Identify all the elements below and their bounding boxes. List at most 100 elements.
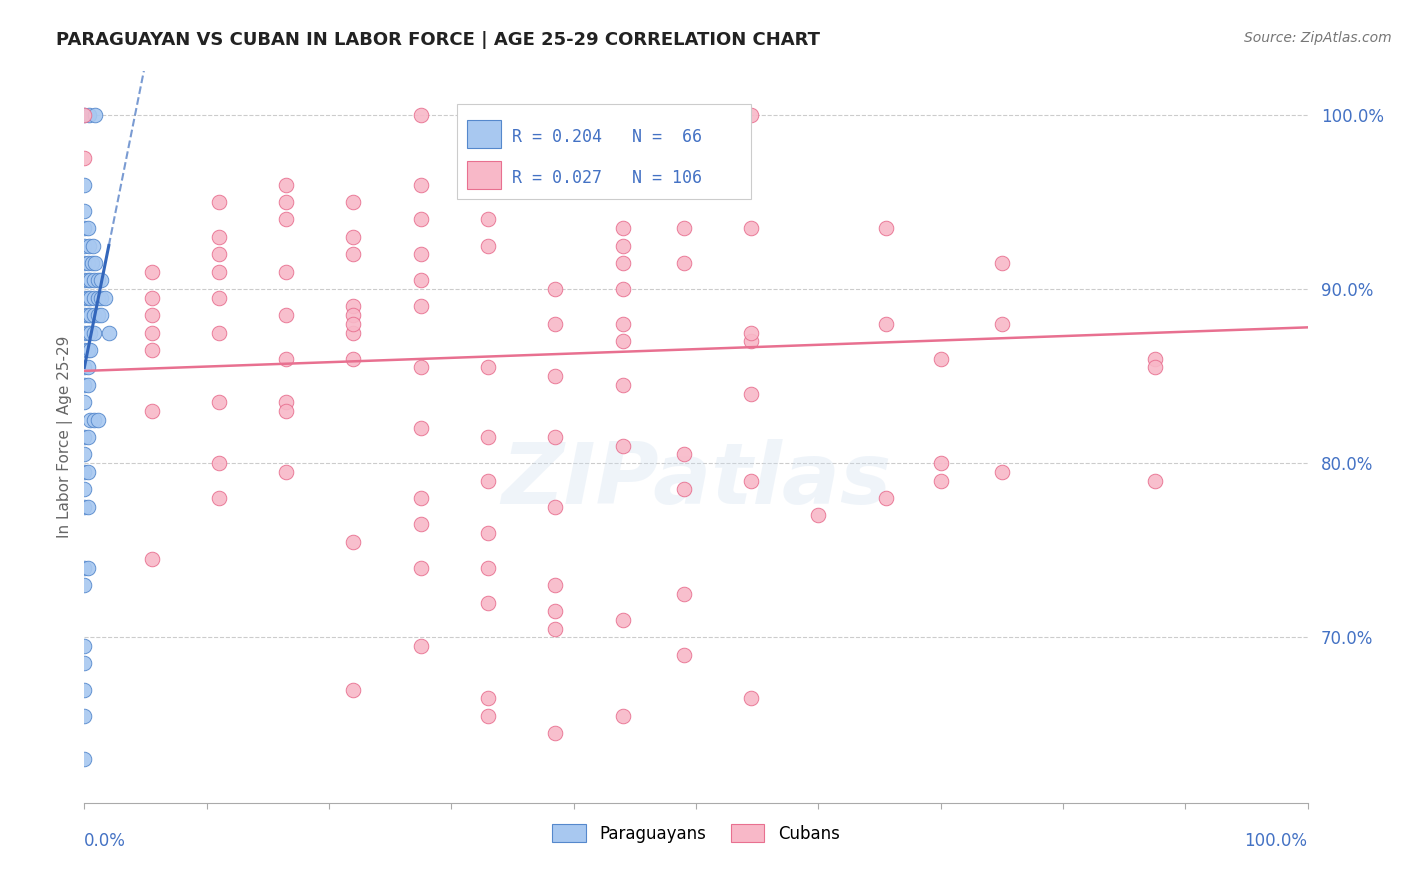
- Point: [73, 483, 96, 497]
- Point: [208, 326, 231, 340]
- Point: [77, 465, 100, 479]
- Point: [409, 491, 432, 505]
- Point: [672, 648, 695, 662]
- Point: [612, 317, 634, 331]
- Point: [276, 178, 298, 192]
- Point: [77, 256, 100, 270]
- Point: [208, 229, 231, 244]
- Point: [73, 326, 96, 340]
- Point: [208, 247, 231, 261]
- Point: [276, 194, 298, 209]
- Point: [73, 560, 96, 574]
- Point: [79, 273, 101, 287]
- Point: [77, 308, 100, 322]
- Point: [73, 291, 96, 305]
- Point: [409, 247, 432, 261]
- Point: [208, 265, 231, 279]
- Point: [409, 421, 432, 435]
- Point: [73, 343, 96, 357]
- Point: [991, 317, 1014, 331]
- Point: [342, 682, 364, 697]
- Point: [544, 282, 567, 296]
- Point: [929, 474, 952, 488]
- Point: [77, 430, 100, 444]
- Y-axis label: In Labor Force | Age 25-29: In Labor Force | Age 25-29: [58, 336, 73, 538]
- Text: R = 0.204   N =  66: R = 0.204 N = 66: [513, 128, 703, 145]
- Point: [141, 343, 163, 357]
- Point: [77, 343, 100, 357]
- Point: [409, 178, 432, 192]
- Point: [875, 317, 897, 331]
- Point: [73, 108, 96, 122]
- Point: [141, 404, 163, 418]
- Point: [477, 360, 499, 375]
- Point: [73, 256, 96, 270]
- Point: [672, 256, 695, 270]
- Point: [342, 247, 364, 261]
- Text: 0.0%: 0.0%: [84, 832, 127, 850]
- Point: [409, 212, 432, 227]
- Point: [82, 238, 104, 252]
- Point: [141, 552, 163, 566]
- Bar: [467, 161, 502, 189]
- Point: [87, 273, 110, 287]
- Point: [544, 430, 567, 444]
- Point: [672, 448, 695, 462]
- Point: [94, 291, 117, 305]
- Point: [73, 395, 96, 409]
- Point: [141, 265, 163, 279]
- Point: [477, 430, 499, 444]
- Point: [612, 439, 634, 453]
- Point: [77, 238, 100, 252]
- Point: [1143, 474, 1166, 488]
- Point: [1143, 360, 1166, 375]
- Point: [342, 229, 364, 244]
- Point: [477, 560, 499, 574]
- Point: [544, 317, 567, 331]
- Point: [79, 412, 101, 426]
- Point: [79, 343, 101, 357]
- Point: [208, 395, 231, 409]
- Point: [276, 465, 298, 479]
- Point: [875, 491, 897, 505]
- Point: [875, 221, 897, 235]
- Point: [73, 178, 96, 192]
- Point: [544, 622, 567, 636]
- Point: [612, 238, 634, 252]
- Point: [208, 456, 231, 470]
- Point: [208, 194, 231, 209]
- Point: [87, 308, 110, 322]
- Point: [83, 308, 105, 322]
- Point: [79, 291, 101, 305]
- Point: [80, 256, 103, 270]
- FancyBboxPatch shape: [457, 104, 751, 200]
- Point: [672, 483, 695, 497]
- Point: [77, 360, 100, 375]
- Point: [73, 657, 96, 671]
- Point: [612, 256, 634, 270]
- Text: Source: ZipAtlas.com: Source: ZipAtlas.com: [1244, 31, 1392, 45]
- Text: PARAGUAYAN VS CUBAN IN LABOR FORCE | AGE 25-29 CORRELATION CHART: PARAGUAYAN VS CUBAN IN LABOR FORCE | AGE…: [56, 31, 820, 49]
- Point: [342, 194, 364, 209]
- Point: [740, 326, 762, 340]
- Point: [740, 691, 762, 706]
- Point: [84, 256, 107, 270]
- Point: [73, 752, 96, 766]
- Point: [991, 256, 1014, 270]
- Point: [409, 517, 432, 532]
- Text: ZIPatlas: ZIPatlas: [501, 440, 891, 523]
- Point: [740, 386, 762, 401]
- Point: [79, 308, 101, 322]
- Point: [73, 203, 96, 218]
- Point: [342, 308, 364, 322]
- Point: [740, 474, 762, 488]
- Point: [208, 491, 231, 505]
- Point: [544, 578, 567, 592]
- Point: [276, 308, 298, 322]
- Point: [83, 412, 105, 426]
- Point: [477, 525, 499, 540]
- Point: [77, 291, 100, 305]
- Point: [612, 221, 634, 235]
- Point: [73, 578, 96, 592]
- Point: [73, 708, 96, 723]
